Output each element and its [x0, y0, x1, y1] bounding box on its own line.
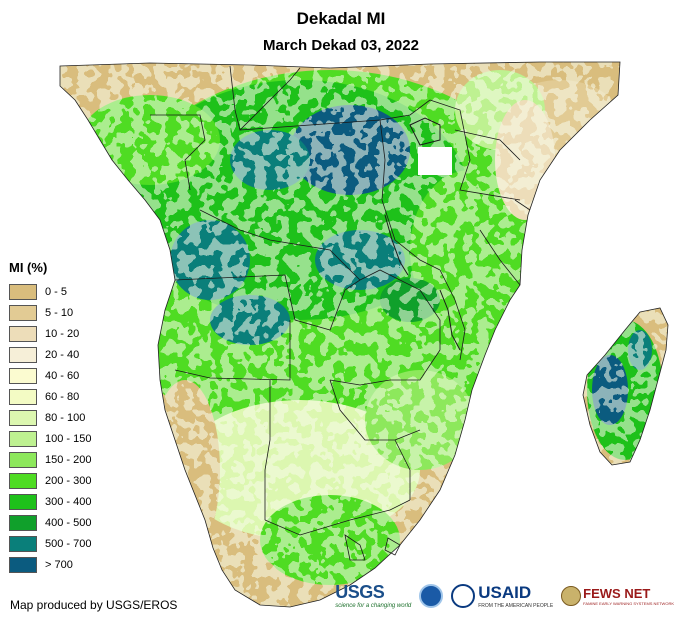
- agency-logos: USGS science for a changing world USAID …: [335, 582, 674, 609]
- legend-swatch: [9, 493, 37, 510]
- legend-item: 5 - 10: [9, 302, 129, 323]
- legend-label: 200 - 300: [45, 474, 92, 487]
- map-title: Dekadal MI: [296, 9, 386, 28]
- legend-item: > 700: [9, 554, 129, 575]
- legend-item: 400 - 500: [9, 512, 129, 533]
- legend-swatch: [9, 325, 37, 342]
- legend-swatch: [9, 283, 37, 300]
- legend-swatch: [9, 346, 37, 363]
- legend-item: 100 - 150: [9, 428, 129, 449]
- legend-items: 0 - 5 5 - 10 10 - 20 20 - 40 40 - 60 60 - 80 8…: [9, 281, 129, 575]
- legend-label: 20 - 40: [45, 348, 80, 361]
- legend-swatch: [9, 535, 37, 552]
- legend-label: 80 - 100: [45, 411, 86, 424]
- legend-label: 60 - 80: [45, 390, 80, 403]
- legend-item: 80 - 100: [9, 407, 129, 428]
- map-legend: MI (%) 0 - 5 5 - 10 10 - 20 20 - 40 40 - 60 6…: [9, 260, 129, 575]
- usgs-tagline: science for a changing world: [335, 603, 412, 609]
- legend-label: 500 - 700: [45, 537, 92, 550]
- fews-net-logo: FEWS NET FAMINE EARLY WARNING SYSTEMS NE…: [561, 585, 674, 606]
- legend-swatch: [9, 367, 37, 384]
- usaid-logo-text: USAID: [478, 582, 532, 602]
- usaid-seal-icon: [451, 583, 476, 608]
- legend-label: 40 - 60: [45, 369, 80, 382]
- legend-swatch: [9, 514, 37, 531]
- legend-label: 150 - 200: [45, 453, 92, 466]
- legend-label: 400 - 500: [45, 516, 92, 529]
- legend-item: 60 - 80: [9, 386, 129, 407]
- legend-swatch: [9, 304, 37, 321]
- usaid-tagline: FROM THE AMERICAN PEOPLE: [478, 602, 554, 609]
- legend-item: 500 - 700: [9, 533, 129, 554]
- legend-label: 5 - 10: [45, 306, 74, 319]
- legend-label: 300 - 400: [45, 495, 92, 508]
- legend-item: 300 - 400: [9, 491, 129, 512]
- usgs-logo: USGS science for a changing world: [335, 582, 411, 609]
- legend-swatch: [9, 430, 37, 447]
- legend-item: 20 - 40: [9, 344, 129, 365]
- usaid-logo: USAID FROM THE AMERICAN PEOPLE: [451, 583, 553, 609]
- legend-label: 100 - 150: [45, 432, 92, 445]
- fews-logo-text: FEWS NET: [583, 585, 651, 601]
- legend-swatch: [9, 451, 37, 468]
- legend-item: 0 - 5: [9, 281, 129, 302]
- map-subtitle: March Dekad 03, 2022: [263, 37, 419, 54]
- noaa-logo-icon: [419, 583, 444, 608]
- map-credit: Map produced by USGS/EROS: [10, 598, 178, 612]
- legend-swatch: [9, 388, 37, 405]
- legend-label: 0 - 5: [45, 285, 68, 298]
- legend-item: 150 - 200: [9, 449, 129, 470]
- legend-swatch: [9, 409, 37, 426]
- legend-label: > 700: [45, 558, 73, 571]
- legend-title: MI (%): [9, 260, 48, 275]
- legend-label: 10 - 20: [45, 327, 80, 340]
- usgs-logo-text: USGS: [335, 582, 385, 602]
- fews-tagline: FAMINE EARLY WARNING SYSTEMS NETWORK: [583, 600, 674, 606]
- legend-item: 40 - 60: [9, 365, 129, 386]
- fews-globe-icon: [561, 585, 582, 606]
- legend-swatch: [9, 556, 37, 573]
- legend-swatch: [9, 472, 37, 489]
- legend-item: 10 - 20: [9, 323, 129, 344]
- legend-item: 200 - 300: [9, 470, 129, 491]
